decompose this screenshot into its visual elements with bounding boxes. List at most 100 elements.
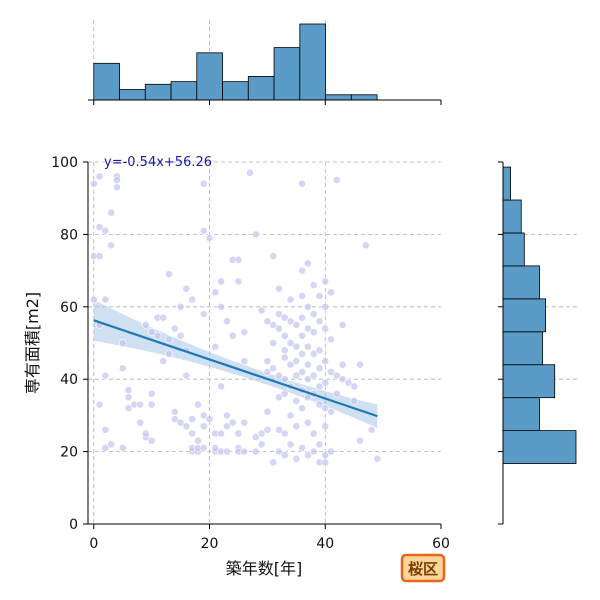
data-point (269, 320, 278, 329)
data-point (101, 371, 110, 380)
data-point (165, 349, 173, 358)
y-hist-bar (502, 298, 546, 333)
data-point (101, 226, 110, 235)
x-hist-bar (247, 76, 275, 101)
data-point (292, 422, 301, 431)
data-point (176, 418, 185, 427)
data-point (269, 458, 278, 467)
data-point (338, 375, 347, 384)
x-hist-bar (170, 81, 198, 101)
data-point (124, 393, 133, 402)
x-hist-bar (222, 81, 249, 101)
data-point (251, 447, 260, 456)
data-point (315, 346, 324, 355)
data-point (292, 320, 301, 329)
data-point (228, 418, 237, 427)
data-point (327, 407, 335, 416)
data-point (309, 429, 318, 438)
data-point (298, 349, 307, 358)
data-point (332, 371, 341, 380)
data-point (153, 331, 162, 340)
data-point (263, 407, 272, 416)
data-point (159, 357, 168, 365)
y-tick-label: 40 (60, 372, 78, 388)
data-point (304, 302, 312, 311)
data-point (257, 429, 266, 438)
data-point (350, 382, 359, 391)
data-point (118, 339, 127, 347)
y-hist-bar (502, 331, 543, 366)
data-point (211, 288, 220, 297)
data-point (136, 418, 144, 427)
data-point (321, 324, 330, 333)
data-point (321, 458, 330, 467)
data-point (136, 400, 144, 409)
data-point (332, 389, 341, 398)
data-point (280, 331, 289, 340)
data-point (327, 368, 335, 376)
data-point (321, 277, 330, 286)
data-point (95, 252, 104, 261)
data-point (367, 425, 376, 434)
data-point (113, 176, 121, 184)
data-point (315, 317, 324, 326)
data-point (89, 295, 98, 304)
data-point (101, 425, 110, 434)
data-point (205, 234, 214, 242)
data-point (234, 277, 243, 286)
data-point (269, 364, 278, 373)
data-point (280, 389, 289, 398)
scatter-points (89, 168, 382, 467)
data-point (298, 266, 307, 275)
data-point (327, 288, 335, 297)
data-point (170, 324, 179, 333)
data-point (327, 447, 335, 456)
data-point (275, 393, 283, 402)
data-point (275, 447, 283, 456)
y-tick-label: 60 (60, 300, 78, 316)
data-point (118, 364, 127, 373)
data-point (309, 349, 318, 358)
y-tick-label: 100 (51, 155, 78, 171)
data-point (165, 270, 173, 279)
data-point (298, 331, 307, 340)
data-point (170, 415, 179, 423)
data-point (124, 404, 133, 413)
data-point (292, 371, 301, 380)
regression-equation: y=-0.54x+56.26 (104, 155, 212, 170)
x-histogram (88, 23, 442, 105)
data-point (217, 382, 225, 391)
x-hist-bar (144, 83, 172, 101)
data-point (107, 208, 116, 217)
y-tick-label: 0 (69, 517, 78, 533)
data-point (298, 292, 307, 300)
data-point (107, 241, 116, 250)
data-point (263, 317, 272, 326)
data-point (275, 284, 283, 293)
data-point (315, 440, 324, 449)
x-hist-bar (93, 62, 120, 101)
district-badge: 桜区 (400, 553, 446, 583)
y-histogram (498, 161, 577, 525)
data-point (222, 317, 231, 326)
data-point (89, 179, 98, 188)
x-hist-bar (325, 94, 352, 101)
data-point (95, 172, 104, 181)
data-point (211, 342, 220, 351)
data-point (344, 378, 353, 387)
data-point (199, 179, 208, 188)
y-hist-bar (502, 265, 540, 300)
data-point (286, 339, 295, 347)
data-point (182, 371, 191, 380)
x-hist-bar (299, 23, 326, 101)
data-point (194, 436, 202, 445)
data-point (188, 415, 197, 423)
data-point (95, 223, 104, 232)
data-point (275, 310, 283, 318)
data-point (263, 357, 272, 365)
data-point (332, 176, 341, 184)
data-point (321, 378, 330, 387)
data-point (205, 415, 214, 423)
data-point (113, 183, 121, 192)
